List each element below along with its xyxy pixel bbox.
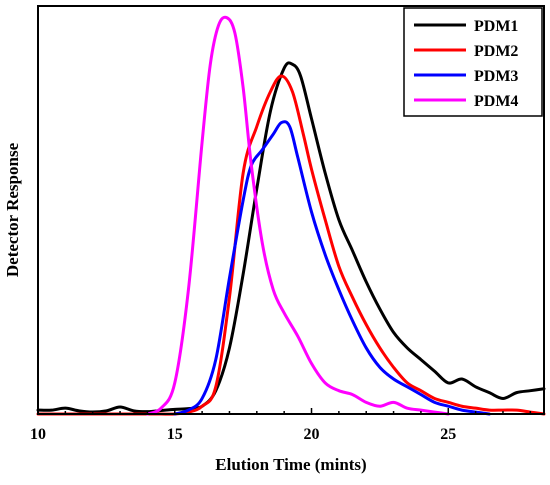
x-tick-label-10: 10 [30, 426, 46, 443]
legend-label-pdm2: PDM2 [474, 43, 518, 60]
x-ticks: 10 15 20 25 [30, 408, 532, 443]
legend-label-pdm1: PDM1 [474, 18, 518, 35]
plot-frame [37, 5, 545, 415]
x-axis-label: Elution Time (mints) [215, 455, 366, 474]
x-tick-label-20: 20 [304, 426, 320, 443]
series-line-pdm1 [36, 61, 546, 414]
series-line-pdm4 [145, 15, 450, 416]
series-line-pdm3 [173, 120, 491, 416]
legend-label-pdm3: PDM3 [474, 68, 518, 85]
x-tick-label-15: 15 [167, 426, 183, 443]
legend-label-pdm4: PDM4 [474, 93, 518, 110]
legend: PDM1 PDM2 PDM3 PDM4 [403, 7, 543, 117]
x-tick-label-25: 25 [440, 426, 456, 443]
y-axis-label: Detector Response [3, 142, 22, 277]
